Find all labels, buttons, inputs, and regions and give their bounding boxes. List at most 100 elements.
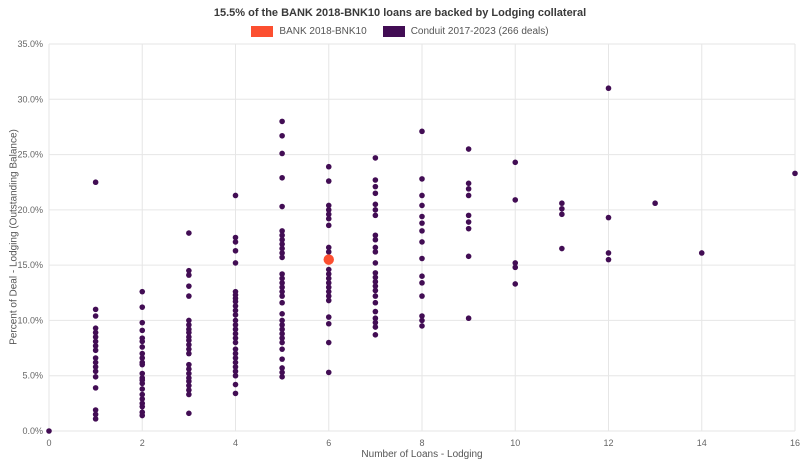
conduit-data-point	[279, 228, 285, 234]
conduit-data-point	[92, 179, 99, 186]
conduit-data-point	[372, 308, 379, 315]
y-axis-title: Percent of Deal - Lodging (Outstanding B…	[8, 129, 20, 345]
conduit-data-point	[372, 332, 379, 338]
conduit-data-point	[232, 359, 239, 366]
conduit-data-point	[325, 271, 332, 277]
conduit-data-point	[186, 382, 192, 389]
conduit-data-point	[419, 293, 425, 299]
conduit-data-point	[419, 192, 425, 199]
conduit-data-point	[232, 322, 239, 328]
conduit-data-point	[279, 280, 285, 286]
conduit-data-point	[465, 315, 472, 322]
conduit-data-point	[279, 346, 285, 352]
conduit-data-point	[372, 270, 379, 276]
conduit-data-point	[279, 203, 285, 210]
conduit-data-point	[186, 410, 192, 417]
conduit-data-point	[186, 391, 192, 398]
conduit-data-point	[186, 378, 192, 385]
conduit-data-point	[279, 241, 285, 247]
conduit-data-point	[186, 387, 192, 393]
conduit-data-point	[92, 329, 99, 336]
conduit-data-point	[279, 118, 285, 125]
conduit-data-point	[232, 239, 239, 245]
conduit-data-point	[419, 317, 425, 324]
conduit-data-point	[232, 372, 239, 379]
conduit-data-point	[372, 274, 379, 281]
conduit-data-point	[232, 307, 239, 314]
conduit-data-point	[465, 192, 472, 199]
conduit-data-point	[325, 222, 332, 229]
conduit-data-point	[279, 284, 285, 291]
conduit-data-point	[419, 176, 425, 182]
conduit-data-point	[372, 278, 379, 285]
conduit-data-point	[232, 346, 239, 352]
legend-swatch-conduit-icon	[382, 26, 405, 37]
conduit-data-point	[372, 177, 379, 183]
conduit-data-point	[419, 228, 425, 234]
conduit-data-point	[372, 183, 379, 190]
conduit-data-point	[279, 254, 285, 261]
conduit-data-point	[186, 293, 192, 299]
conduit-data-point	[325, 314, 332, 320]
conduit-data-point	[419, 255, 425, 262]
conduit-data-point	[372, 207, 379, 213]
conduit-data-point	[325, 275, 332, 282]
conduit-data-point	[186, 366, 192, 372]
conduit-data-point	[325, 284, 332, 291]
conduit-data-point	[512, 281, 519, 287]
conduit-data-point	[372, 260, 379, 266]
conduit-data-point	[139, 361, 146, 368]
conduit-data-point	[698, 250, 705, 256]
conduit-data-point	[92, 416, 99, 422]
conduit-data-point	[92, 355, 99, 361]
conduit-data-point	[372, 293, 379, 299]
conduit-data-point	[139, 338, 146, 345]
conduit-data-point	[92, 374, 99, 380]
conduit-data-point	[279, 299, 285, 306]
conduit-data-point	[559, 205, 565, 212]
conduit-data-point	[325, 215, 332, 222]
legend-label-conduit: Conduit 2017-2023 (266 deals)	[410, 26, 549, 37]
conduit-data-point	[139, 327, 146, 334]
conduit-data-point	[372, 201, 379, 208]
x-tick-label: 0	[46, 438, 51, 448]
conduit-data-point	[279, 322, 285, 328]
conduit-data-point	[232, 234, 239, 241]
conduit-data-point	[792, 170, 798, 177]
conduit-data-point	[186, 272, 192, 278]
conduit-data-point	[279, 245, 285, 252]
conduit-data-point	[186, 370, 192, 377]
conduit-data-point	[46, 428, 52, 434]
conduit-data-point	[325, 280, 332, 286]
conduit-data-point	[92, 385, 99, 391]
conduit-data-point	[372, 232, 379, 239]
conduit-data-point	[279, 250, 285, 256]
conduit-data-point	[92, 313, 99, 319]
conduit-data-point	[419, 280, 425, 286]
conduit-data-point	[139, 396, 146, 402]
conduit-data-point	[186, 283, 192, 289]
conduit-data-point	[186, 230, 192, 236]
conduit-data-point	[279, 339, 285, 346]
x-tick-label: 12	[603, 438, 613, 448]
y-tick-label: 15.0%	[17, 260, 43, 270]
conduit-data-point	[92, 359, 99, 366]
conduit-data-point	[279, 236, 285, 243]
conduit-data-point	[139, 412, 146, 419]
legend-item-conduit: Conduit 2017-2023 (266 deals)	[382, 26, 549, 37]
conduit-data-point	[139, 370, 146, 377]
conduit-data-point	[186, 341, 192, 348]
conduit-data-point	[419, 213, 425, 220]
y-tick-label: 0.0%	[22, 426, 43, 436]
conduit-data-point	[605, 250, 612, 256]
x-tick-label: 8	[419, 438, 424, 448]
conduit-data-point	[325, 249, 332, 255]
conduit-data-point	[139, 391, 146, 398]
x-tick-label: 2	[140, 438, 145, 448]
conduit-data-point	[232, 335, 239, 341]
conduit-data-point	[232, 390, 239, 397]
conduit-data-point	[559, 200, 565, 207]
conduit-data-point	[605, 256, 612, 263]
conduit-data-point	[325, 339, 332, 346]
conduit-data-point	[465, 219, 472, 225]
